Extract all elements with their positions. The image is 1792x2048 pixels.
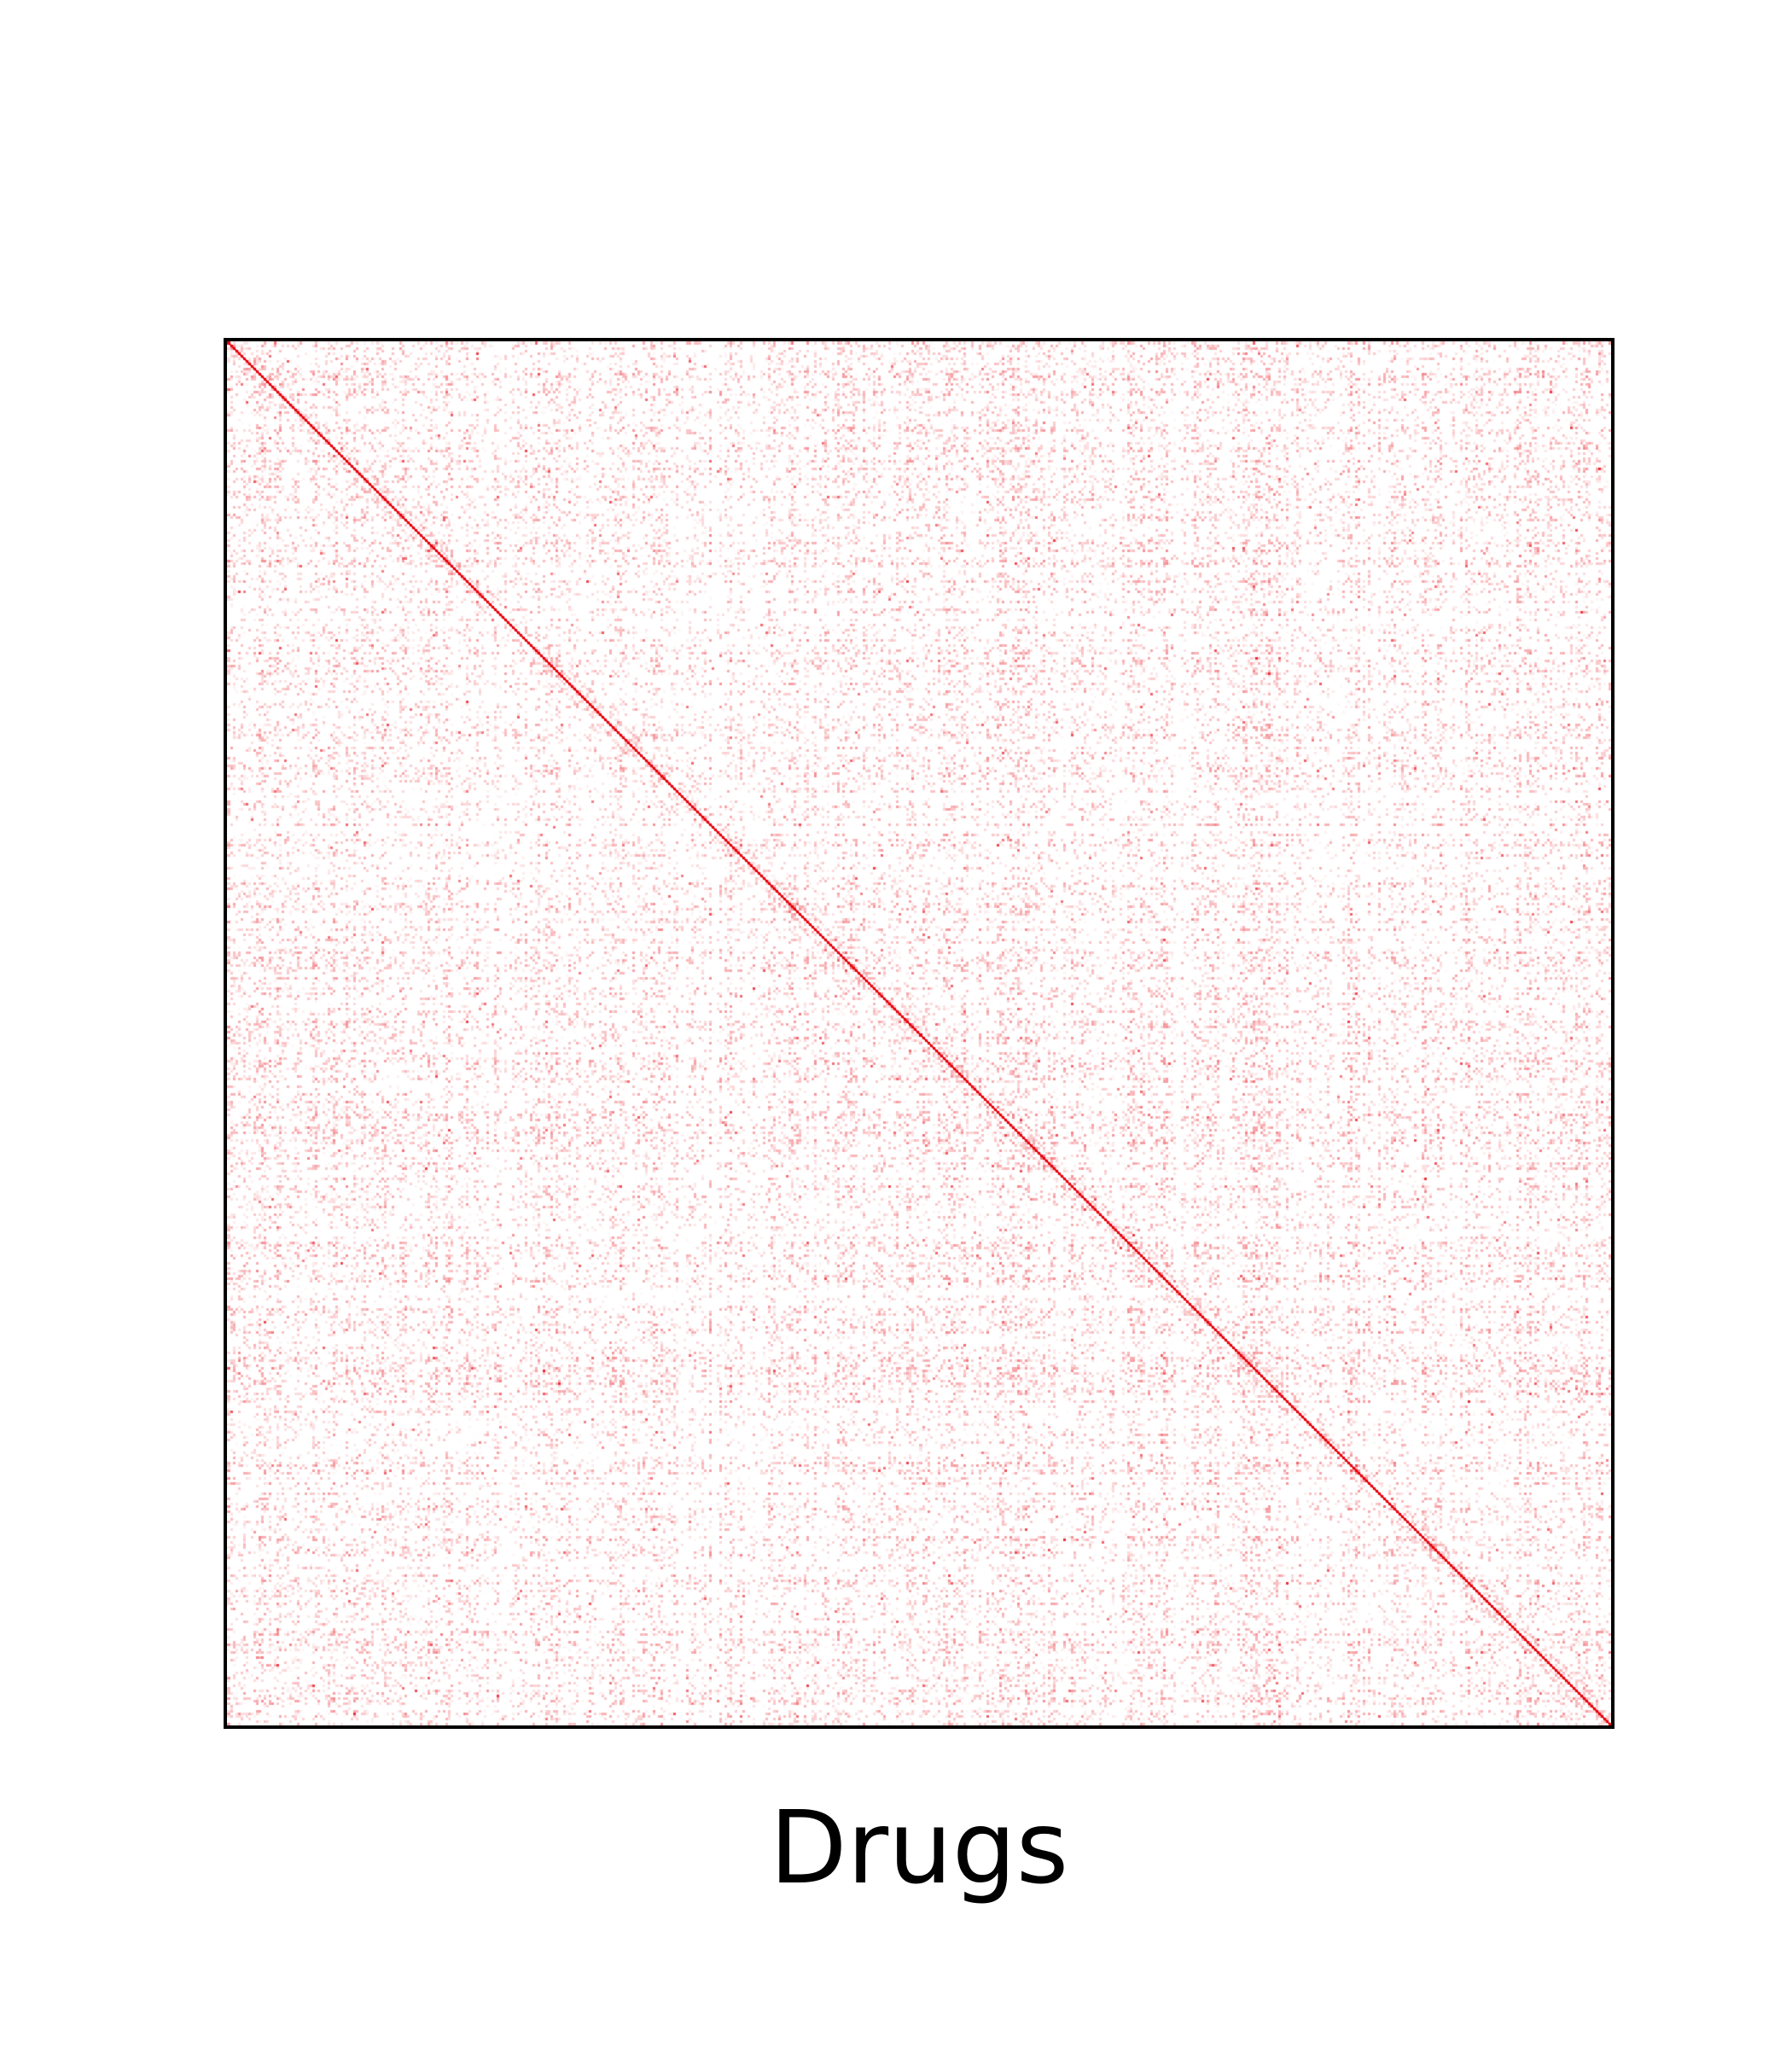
heatmap-plot-area xyxy=(224,338,1615,1729)
x-axis-label: Drugs xyxy=(769,1789,1069,1906)
similarity-heatmap xyxy=(227,341,1611,1725)
